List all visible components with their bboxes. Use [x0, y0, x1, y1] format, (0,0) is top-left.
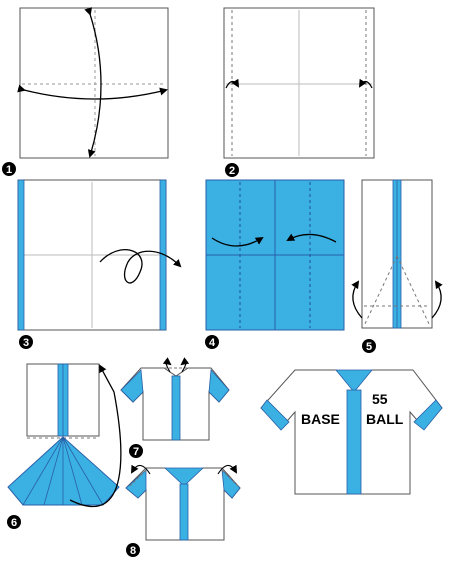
step-8-fold-arrow-left	[131, 464, 151, 475]
step-8-number: 8	[130, 545, 136, 557]
step-5-number: 5	[366, 341, 372, 353]
finished-shirt-sleeve-right	[413, 399, 443, 431]
step-6-flap-line-1	[22, 436, 64, 506]
step-2-number: 2	[229, 165, 235, 177]
step-7-collar-arrow-right	[180, 357, 190, 373]
step-1-fold-arrow-vertical	[84, 7, 102, 158]
step-2-fold-arrow-right	[358, 78, 373, 89]
step-4-fold-arrow-right	[286, 233, 337, 243]
step-5-diagonal-left	[363, 255, 398, 327]
step-2-fold-arrow-left	[225, 78, 240, 89]
step-6-flap-triangle	[7, 436, 120, 506]
step-6-badge: 6	[7, 515, 21, 529]
step-8-collar	[163, 467, 205, 487]
finished-shirt-collar	[335, 369, 373, 393]
step-4-number: 4	[209, 337, 216, 349]
shirt-word-right: BALL	[366, 411, 404, 427]
step-6-fold-up-arrow	[69, 364, 122, 508]
step-2-badge: 2	[225, 163, 239, 177]
finished-shirt: 55 BASE BALL	[260, 369, 443, 495]
step-4-badge: 4	[205, 335, 219, 349]
shirt-word-left: BASE	[301, 411, 340, 427]
step-7-badge: 7	[129, 444, 143, 458]
step-5-diagram	[351, 179, 443, 329]
step-3-badge: 3	[19, 335, 33, 349]
finished-shirt-placket	[346, 389, 362, 495]
step-7-number: 7	[133, 446, 139, 458]
step-6-flap-line-4	[62, 436, 83, 506]
step-3-diagram	[17, 179, 182, 331]
step-8-fold-line-right	[221, 469, 239, 487]
step-8-badge: 8	[126, 543, 140, 557]
step-3-flip-over-arrow	[99, 249, 182, 284]
step-6-number: 6	[11, 517, 17, 529]
step-6-diagram	[7, 363, 122, 508]
step-8-sleeve-right	[221, 468, 241, 499]
step-7-placket	[171, 375, 181, 441]
step-2-diagram	[223, 7, 375, 159]
step-1-badge: 1	[2, 162, 16, 176]
step-8-diagram	[125, 464, 241, 541]
step-5-diagonal-right	[396, 255, 431, 327]
shirt-number: 55	[372, 391, 388, 407]
step-7-diagram	[120, 357, 230, 441]
finished-shirt-sleeve-left	[260, 399, 290, 431]
step-3-number: 3	[23, 337, 29, 349]
step-8-fold-line-left	[129, 469, 147, 487]
step-8-placket	[179, 483, 189, 541]
step-3-blue-strip-left	[17, 179, 25, 331]
step-1-fold-arrow-horizontal	[17, 84, 168, 100]
step-7-collar-arrow-left	[162, 357, 172, 373]
step-8-fold-arrow-right	[217, 464, 237, 475]
step-4-diagram	[205, 179, 345, 331]
step-7-sleeve-right	[208, 369, 230, 403]
step-6-flap-line-2	[43, 436, 64, 506]
step-5-fold-arrow-left	[351, 280, 363, 319]
step-4-fold-arrow-left	[211, 236, 264, 247]
step-1-number: 1	[6, 164, 12, 176]
step-5-fold-arrow-right	[431, 280, 443, 319]
step-1-diagram	[17, 7, 169, 159]
step-6-flap-line-5	[62, 436, 104, 506]
step-7-sleeve-left	[120, 369, 144, 403]
step-8-sleeve-left	[125, 469, 147, 499]
step-5-badge: 5	[362, 339, 376, 353]
